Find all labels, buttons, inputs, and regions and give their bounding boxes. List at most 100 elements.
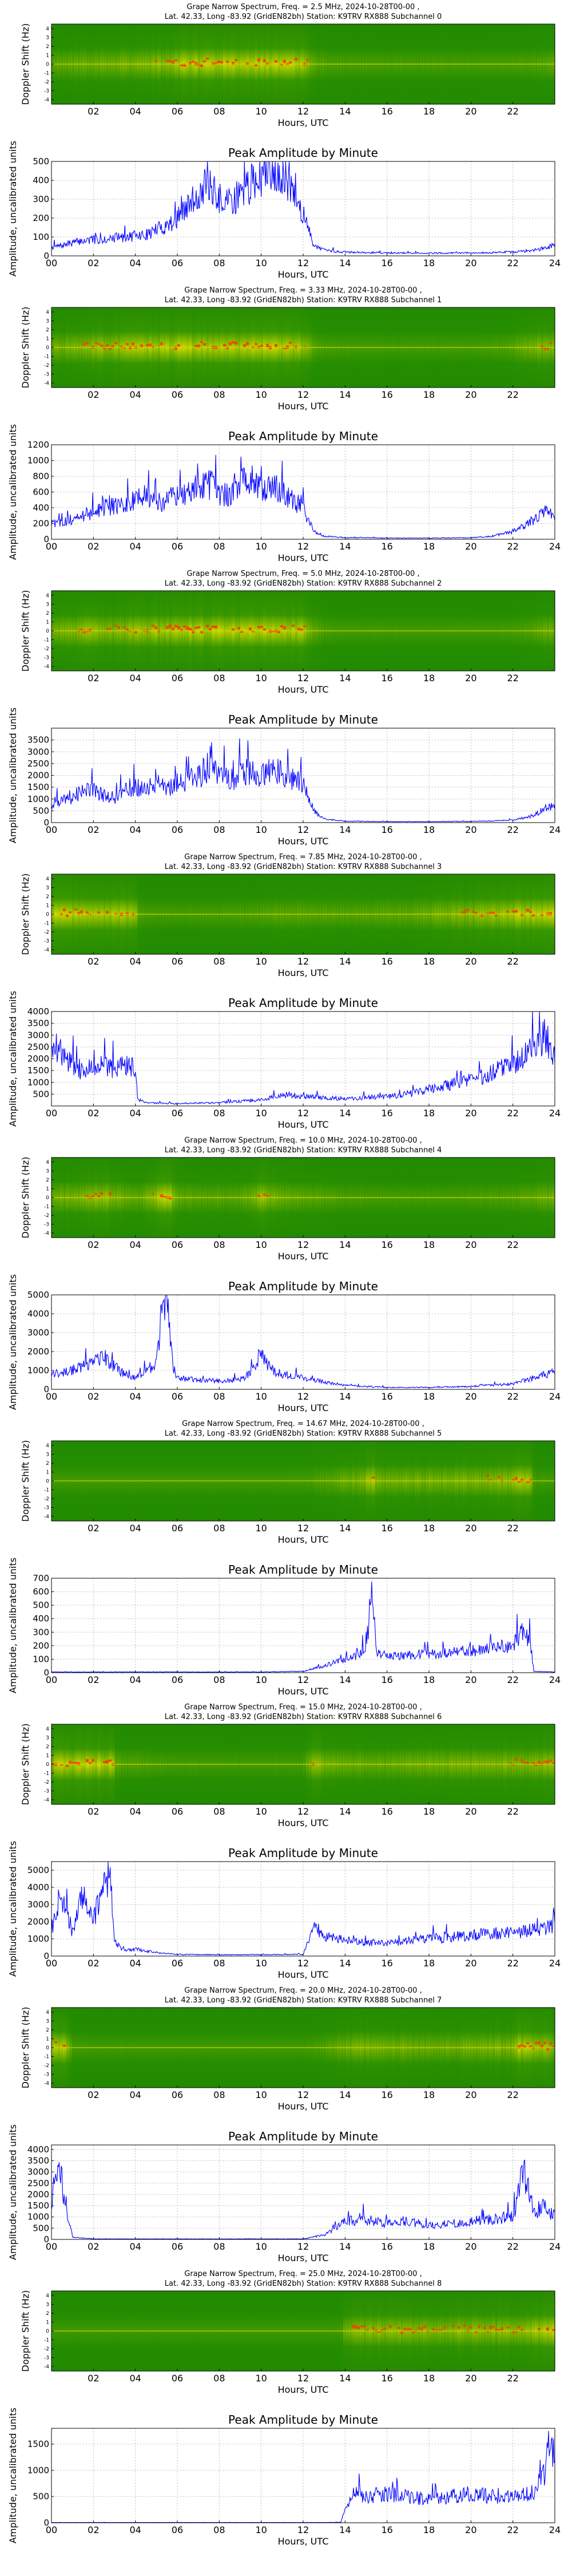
amplitude-xtick-label: 22 — [507, 1674, 518, 1685]
amplitude-xtick-label: 22 — [507, 541, 518, 552]
spectrogram-peak — [300, 628, 304, 631]
amplitude-ytick-label: 0 — [43, 1951, 49, 1961]
spectrogram-title-line1: Grape Narrow Spectrum, Freq. = 15.0 MHz,… — [184, 1703, 422, 1712]
amplitude-xtick-label: 12 — [297, 541, 309, 552]
amplitude-xtick-label: 16 — [381, 1391, 392, 1402]
amplitude-ytick-label: 0 — [43, 251, 49, 261]
spectrogram-xtick-label: 20 — [465, 673, 476, 683]
spectrogram-ytick-label: 0 — [46, 2329, 49, 2334]
spectrogram-xtick-label: 22 — [507, 2089, 518, 2100]
spectrogram-xtick-label: 12 — [297, 2373, 309, 2384]
spectrogram-peak — [266, 343, 269, 347]
amplitude-ytick-label: 0 — [43, 2518, 49, 2528]
spectrogram-xtick-label: 18 — [423, 1523, 435, 1534]
spectrogram-peak — [541, 2044, 544, 2048]
spectrogram-xtick-label: 04 — [129, 2089, 141, 2100]
spectrogram-peak — [543, 1760, 547, 1763]
amplitude-xtick-label: 00 — [46, 1391, 57, 1402]
spectrogram-xtick-label: 06 — [172, 389, 183, 400]
amplitude-ytick-label: 5000 — [27, 1290, 49, 1300]
spectrogram-peak — [523, 2045, 527, 2048]
spectrogram-ytick-label: -1 — [44, 921, 49, 927]
amplitude-ytick-label: 1500 — [27, 2200, 49, 2211]
amplitude-ylabel: Amplitude, uncalibrated units — [7, 424, 18, 560]
amplitude-xtick-label: 06 — [172, 1958, 183, 1969]
spectrogram-peak — [209, 628, 212, 631]
amplitude-xtick-label: 22 — [507, 824, 518, 835]
amplitude-xtick-label: 04 — [129, 2241, 141, 2252]
spectrogram-peak — [506, 911, 510, 913]
amplitude-ytick-label: 3000 — [27, 2167, 49, 2177]
spectrogram-peak — [226, 60, 229, 63]
spectrogram-ytick-label: -3 — [44, 372, 49, 378]
spectrogram-peak — [263, 628, 267, 631]
spectrogram-title-line1: Grape Narrow Spectrum, Freq. = 25.0 MHz,… — [184, 2270, 422, 2278]
spectrogram-peak — [518, 1480, 521, 1483]
spectrogram-ytick-label: -2 — [44, 1213, 49, 1219]
spectrogram-peak — [292, 625, 295, 627]
spectrogram-title-line1: Grape Narrow Spectrum, Freq. = 20.0 MHz,… — [184, 1986, 422, 1995]
spectrogram-peak — [63, 2044, 66, 2047]
amplitude-xtick-label: 24 — [549, 1108, 561, 1119]
spectrogram-ytick-label: 0 — [46, 1479, 49, 1484]
spectrogram-peak — [97, 343, 101, 345]
amplitude-xtick-label: 08 — [213, 2241, 225, 2252]
amplitude-xtick-label: 14 — [339, 1958, 351, 1969]
spectrogram-peak — [529, 911, 533, 913]
spectrogram-ytick-label: -4 — [44, 1231, 49, 1236]
amplitude-ytick-label: 3500 — [27, 735, 49, 745]
spectrogram-ytick-label: 0 — [46, 2045, 49, 2051]
spectrogram-ytick-label: 1 — [46, 53, 49, 59]
spectrogram-ytick-label: 1 — [46, 1753, 49, 1759]
spectrogram-peak — [546, 2327, 550, 2331]
amplitude-ytick-label: 3000 — [27, 1899, 49, 1910]
amplitude-xlabel: Hours, UTC — [278, 836, 329, 847]
amplitude-ytick-label: 0 — [43, 2234, 49, 2245]
amplitude-xtick-label: 20 — [465, 1958, 476, 1969]
spectrogram-peak — [512, 1764, 515, 1767]
spectrogram-ytick-label: -4 — [44, 947, 49, 953]
amplitude-ytick-label: 0 — [43, 1384, 49, 1394]
spectrogram-xtick-label: 08 — [213, 2373, 225, 2384]
spectrogram-peak — [495, 2329, 498, 2332]
amplitude-ylabel: Amplitude, uncalibrated units — [7, 1558, 18, 1693]
spectrogram-xtick-label: 12 — [297, 2089, 309, 2100]
amplitude-title: Peak Amplitude by Minute — [228, 996, 378, 1010]
spectrogram-xtick-label: 06 — [172, 2373, 183, 2384]
spectrogram-xtick-label: 02 — [88, 389, 99, 400]
amplitude-ytick-label: 3500 — [27, 1018, 49, 1029]
spectrogram-peak — [94, 342, 98, 344]
spectrogram-ytick-label: -3 — [44, 2072, 49, 2078]
spectrogram-xtick-label: 02 — [88, 106, 99, 117]
spectrogram-peak — [72, 1762, 75, 1765]
amplitude-xtick-label: 08 — [213, 1958, 225, 1969]
amplitude-xtick-label: 22 — [507, 1958, 518, 1969]
spectrogram-peak — [86, 1195, 89, 1198]
spectrogram-xtick-label: 18 — [423, 673, 435, 683]
spectrogram-peak — [543, 346, 547, 350]
spectrogram-peak — [132, 342, 135, 346]
spectrogram-peak — [538, 1760, 541, 1764]
spectrogram-xtick-label: 10 — [255, 2373, 267, 2384]
spectrogram-peak — [174, 346, 178, 350]
spectrogram-title-line1: Grape Narrow Spectrum, Freq. = 7.85 MHz,… — [184, 853, 422, 862]
amplitude-xtick-label: 14 — [339, 1391, 351, 1402]
amplitude-xlabel: Hours, UTC — [278, 269, 329, 280]
amplitude-ytick-label: 2000 — [27, 1054, 49, 1064]
spectrogram-peak — [226, 346, 229, 350]
amplitude-xtick-label: 20 — [465, 1391, 476, 1402]
amplitude-ytick-label: 1000 — [27, 2212, 49, 2222]
amplitude-xtick-label: 20 — [465, 258, 476, 268]
spectrogram-peak — [529, 2045, 533, 2048]
spectrogram-peak — [518, 2325, 521, 2329]
amplitude-xtick-label: 06 — [172, 1391, 183, 1402]
amplitude-ytick-label: 1000 — [27, 2465, 49, 2475]
spectrogram-peak — [192, 630, 195, 634]
amplitude-xtick-label: 16 — [381, 258, 392, 268]
amplitude-xtick-label: 02 — [88, 2524, 99, 2535]
spectrogram-ytick-label: -4 — [44, 2364, 49, 2370]
amplitude-xtick-label: 16 — [381, 2524, 392, 2535]
spectrogram-peak — [543, 2041, 547, 2045]
spectrogram-peak — [518, 2045, 521, 2049]
amplitude-ytick-label: 1000 — [27, 456, 49, 466]
